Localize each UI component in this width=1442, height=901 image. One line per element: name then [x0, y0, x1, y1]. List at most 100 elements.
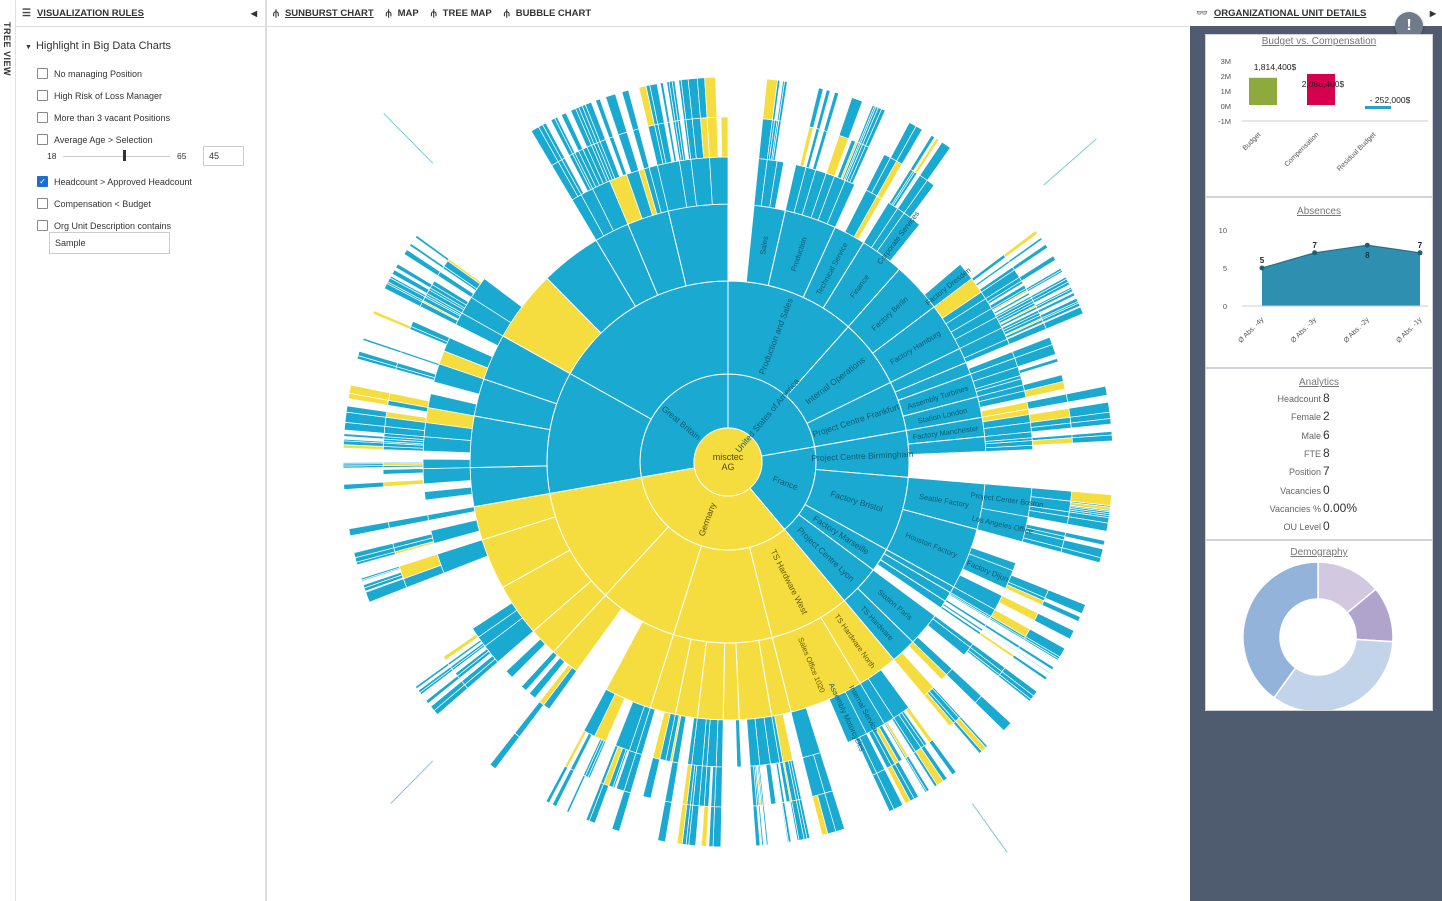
sunburst-segment[interactable] — [442, 633, 479, 661]
sunburst-segment[interactable] — [1070, 418, 1112, 429]
sunburst-segment[interactable] — [605, 93, 628, 136]
absences-point[interactable] — [1312, 250, 1318, 256]
sunburst-segment[interactable] — [357, 350, 399, 368]
sunburst-segment[interactable] — [427, 506, 476, 521]
absences-point[interactable] — [1417, 250, 1423, 256]
sunburst-segment[interactable] — [659, 82, 671, 123]
demography-slice[interactable] — [1242, 561, 1319, 699]
sunburst-segment[interactable] — [946, 668, 982, 704]
sunburst-segment[interactable] — [1065, 385, 1108, 403]
sunburst-segment[interactable] — [974, 695, 1012, 732]
sunburst-segment[interactable] — [1018, 357, 1059, 374]
rule-row[interactable]: Compensation < Budget — [37, 198, 151, 209]
sunburst-segment[interactable] — [489, 732, 520, 770]
sunburst-segment[interactable] — [1026, 269, 1064, 293]
sunburst-segment[interactable] — [765, 763, 777, 805]
visualization-rules-title[interactable]: VISUALIZATION RULES — [36, 7, 144, 19]
sunburst-segment[interactable] — [1023, 638, 1060, 661]
rule-checkbox[interactable] — [37, 112, 48, 123]
absences-chart-title[interactable]: Absences — [1297, 206, 1341, 217]
sunburst-segment[interactable] — [993, 292, 1031, 315]
sunburst-segment[interactable] — [403, 249, 441, 277]
sunburst-segment[interactable] — [1017, 645, 1055, 671]
sunburst-segment[interactable] — [865, 108, 886, 148]
sunburst-segment[interactable] — [762, 804, 769, 846]
sunburst-segment[interactable] — [382, 462, 424, 465]
collapse-left-icon[interactable]: ◀ — [250, 8, 257, 18]
sunburst-segment[interactable] — [709, 156, 729, 205]
tab-bubble-chart[interactable]: ⫛ BUBBLE CHART — [504, 8, 591, 19]
sunburst-segment[interactable] — [923, 692, 954, 727]
sunburst-segment[interactable] — [436, 539, 489, 574]
sunburst-segment[interactable] — [372, 310, 412, 330]
sunburst-segment[interactable] — [1071, 434, 1113, 444]
org-unit-title[interactable]: ORGANIZATIONAL UNIT DETAILS — [1213, 7, 1367, 19]
age-slider-handle[interactable] — [123, 150, 126, 161]
sunburst-segment[interactable] — [808, 87, 824, 129]
sunburst-segment[interactable] — [528, 657, 566, 699]
age-slider-track[interactable] — [63, 156, 170, 157]
sunburst-segment[interactable] — [790, 707, 821, 759]
sunburst-segment[interactable] — [430, 680, 466, 712]
sunburst-segment[interactable] — [1007, 237, 1043, 264]
sunburst-segment[interactable] — [1041, 600, 1081, 623]
sunburst-segment[interactable] — [720, 116, 729, 158]
rule-checkbox[interactable] — [37, 198, 48, 209]
budget-chart-title[interactable]: Budget vs. Compensation — [1261, 36, 1377, 47]
demography-slice[interactable] — [1272, 638, 1394, 710]
rule-row[interactable]: No managing Position — [37, 68, 142, 79]
sunburst-segment[interactable] — [383, 479, 425, 488]
sunburst-segment[interactable] — [611, 790, 632, 832]
sunburst-segment[interactable] — [382, 468, 424, 475]
sunburst-segment[interactable] — [838, 97, 863, 140]
sunburst-segment[interactable] — [551, 768, 575, 807]
sunburst-segment[interactable] — [585, 782, 605, 822]
sunburst-segment[interactable] — [664, 761, 679, 803]
sunburst-segment[interactable] — [780, 802, 789, 843]
absences-point[interactable] — [1259, 265, 1265, 271]
sunburst-segment[interactable] — [362, 571, 403, 589]
sunburst-segment[interactable] — [701, 805, 710, 847]
absences-point[interactable] — [1364, 242, 1370, 248]
sunburst-segment[interactable] — [1033, 612, 1075, 640]
sunburst-segment[interactable] — [904, 757, 928, 794]
sunburst-segment[interactable] — [896, 125, 923, 165]
sunburst-segment[interactable] — [914, 137, 940, 174]
sunburst-segment[interactable] — [342, 462, 384, 465]
tree-view-label[interactable]: TREE VIEW — [2, 22, 12, 77]
rule-row[interactable]: High Risk of Loss Manager — [37, 90, 162, 101]
budget-bar[interactable] — [1307, 74, 1335, 105]
sunburst-segment[interactable] — [566, 774, 586, 813]
analytics-title[interactable]: Analytics — [1298, 377, 1339, 388]
sunburst-segment[interactable] — [584, 739, 605, 778]
sunburst-segment[interactable] — [1035, 288, 1074, 310]
sunburst-segment[interactable] — [1026, 393, 1069, 410]
budget-bar[interactable] — [1249, 77, 1277, 105]
sunburst-segment[interactable] — [514, 701, 545, 738]
tab-tree-map[interactable]: ⫛ TREE MAP — [431, 8, 492, 19]
sunburst-segment[interactable] — [752, 805, 761, 847]
sunburst-segment[interactable] — [353, 542, 395, 559]
sunburst-segment[interactable] — [545, 765, 569, 804]
sunburst-segment[interactable] — [470, 278, 523, 324]
rule-row[interactable]: Org Unit Description contains — [37, 220, 171, 231]
sunburst-segment[interactable] — [424, 486, 473, 501]
sunburst-segment[interactable] — [642, 757, 661, 799]
rule-checkbox[interactable] — [37, 220, 48, 231]
sunburst-segment[interactable] — [908, 641, 948, 681]
sunburst-segment[interactable] — [343, 481, 385, 491]
sunburst-segment[interactable] — [414, 234, 450, 262]
sunburst-segment[interactable] — [414, 662, 450, 690]
rule-row[interactable]: Average Age > Selection — [37, 134, 153, 145]
tree-view-rail[interactable]: TREE VIEW — [0, 0, 16, 901]
rule-checkbox[interactable] — [37, 134, 48, 145]
sunburst-segment[interactable] — [886, 765, 911, 805]
rule-checkbox[interactable] — [37, 68, 48, 79]
sunburst-segment[interactable] — [912, 751, 938, 788]
sunburst-segment[interactable] — [422, 467, 472, 485]
sunburst-segment[interactable] — [704, 76, 718, 119]
sunburst-segment[interactable] — [1066, 516, 1109, 532]
sunburst-segment[interactable] — [1011, 654, 1048, 681]
sunburst-segment[interactable] — [676, 803, 688, 845]
